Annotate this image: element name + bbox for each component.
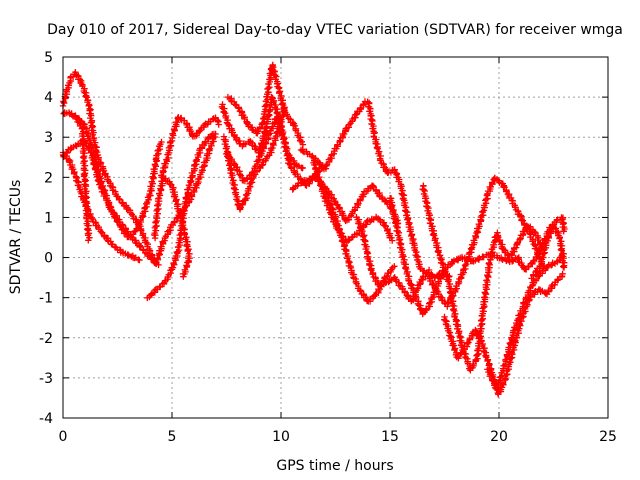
plot-frame xyxy=(62,56,609,419)
series-track-13 xyxy=(222,114,327,189)
y-tick-label: -4 xyxy=(39,411,53,427)
y-tick-label: 5 xyxy=(44,50,53,66)
series-track-8 xyxy=(151,174,193,280)
plus-markers xyxy=(224,61,307,148)
y-tick-label: 0 xyxy=(44,251,53,267)
series-track-19 xyxy=(364,98,522,282)
y-tick-label: -3 xyxy=(39,371,53,387)
series-track-25 xyxy=(512,214,568,273)
series-track-9 xyxy=(158,114,222,181)
plus-markers xyxy=(512,214,568,273)
y-tick-label: 1 xyxy=(44,210,53,226)
plus-markers xyxy=(321,185,398,305)
series-track-12 xyxy=(224,61,307,148)
data-points xyxy=(59,61,568,398)
series-track-1 xyxy=(59,69,160,267)
series-track-24 xyxy=(484,250,567,393)
y-tick-label: -2 xyxy=(39,331,53,347)
x-tick-label: 10 xyxy=(272,429,290,445)
x-tick-label: 25 xyxy=(599,429,617,445)
plus-markers xyxy=(386,195,453,318)
plus-markers xyxy=(426,174,548,310)
y-tick-label: 2 xyxy=(44,170,53,186)
plus-markers xyxy=(158,114,222,181)
plus-markers xyxy=(484,250,567,393)
y-tick-label: -1 xyxy=(39,291,53,307)
series-track-15 xyxy=(289,174,402,227)
plus-markers xyxy=(153,130,219,266)
series-track-22 xyxy=(426,174,548,310)
series-track-17 xyxy=(321,185,398,305)
x-tick-label: 5 xyxy=(168,429,177,445)
series-track-20 xyxy=(386,195,453,318)
series-track-7 xyxy=(153,130,219,266)
y-axis-label: SDTVAR / TECUs xyxy=(8,180,24,295)
plus-markers xyxy=(59,69,160,267)
x-tick-label: 20 xyxy=(490,429,508,445)
plus-markers xyxy=(222,114,327,189)
plus-markers xyxy=(528,221,568,282)
plus-markers xyxy=(364,98,522,282)
y-tick-label: 4 xyxy=(44,90,53,106)
x-tick-label: 15 xyxy=(381,429,399,445)
x-axis-label: GPS time / hours xyxy=(276,458,393,474)
plus-markers xyxy=(151,174,193,280)
series-track-26 xyxy=(528,221,568,282)
plus-markers xyxy=(353,214,433,305)
series-track-21 xyxy=(419,182,546,374)
series-track-14 xyxy=(297,98,369,173)
axis-ticks: 0 5 10 15 20 25 -4 -3 -2 -1 0 1 2 3 4 5 xyxy=(39,50,617,445)
chart-title: Day 010 of 2017, Sidereal Day-to-day VTE… xyxy=(47,22,623,38)
plus-markers xyxy=(419,182,546,374)
plus-markers xyxy=(297,98,369,173)
plus-markers xyxy=(72,113,165,241)
x-tick-label: 0 xyxy=(59,429,68,445)
series-track-5 xyxy=(72,113,165,241)
series-track-18 xyxy=(353,214,433,305)
plus-markers xyxy=(289,174,402,227)
y-tick-label: 3 xyxy=(44,130,53,146)
